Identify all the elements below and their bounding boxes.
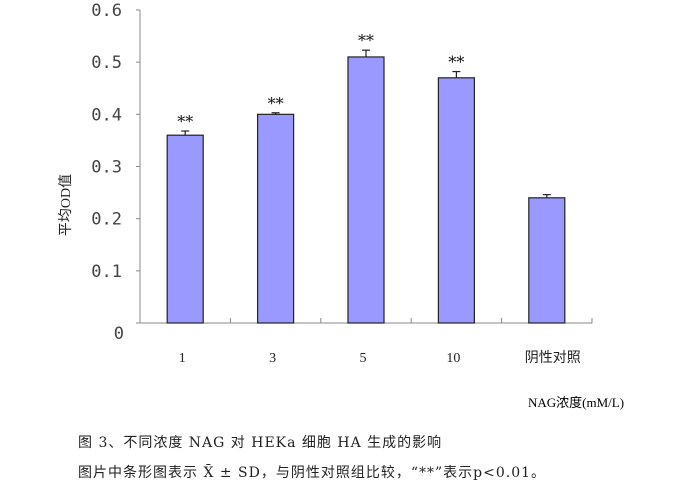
y-axis-label: 平均OD值 [58, 174, 74, 236]
significance-mark: ** [358, 31, 374, 50]
significance-mark: ** [448, 53, 464, 72]
bar [437, 77, 475, 324]
y-tick-label: 0.3 [91, 158, 122, 178]
bar-chart: 0 0.1 0.2 0.3 0.4 0.5 0.6 ** 1 ** 3 ** 5 ** 10 阴性对照 平均OD… [58, 1, 593, 366]
y-tick-label: 0.5 [91, 53, 122, 73]
figure-caption-note: 图片中条形图表示 X̄ ± SD，与阴性对照组比较，“**”表示p<0.01。 [78, 465, 547, 481]
bar [257, 113, 295, 324]
significance-mark: ** [177, 112, 193, 131]
x-tick-label: 1 [179, 351, 186, 366]
bar [528, 197, 566, 324]
x-tick-label: 3 [269, 351, 276, 366]
bar [347, 56, 385, 324]
y-tick-label: 0.4 [91, 105, 122, 125]
figure-caption-title: 图 3、不同浓度 NAG 对 HEKa 细胞 HA 生成的影响 [78, 435, 443, 451]
y-tick-label: 0.1 [91, 262, 122, 282]
x-tick-label: 5 [360, 351, 367, 366]
y-tick-label: 0.6 [91, 1, 122, 21]
x-axis-label: NAG浓度(mM/L) [528, 395, 625, 410]
bar [166, 134, 204, 324]
significance-mark: ** [268, 94, 284, 113]
x-tick-label: 10 [446, 351, 460, 366]
y-tick-label: 0.2 [91, 210, 122, 230]
x-tick-label: 阴性对照 [525, 350, 581, 366]
y-tick-label: 0 [114, 324, 124, 344]
